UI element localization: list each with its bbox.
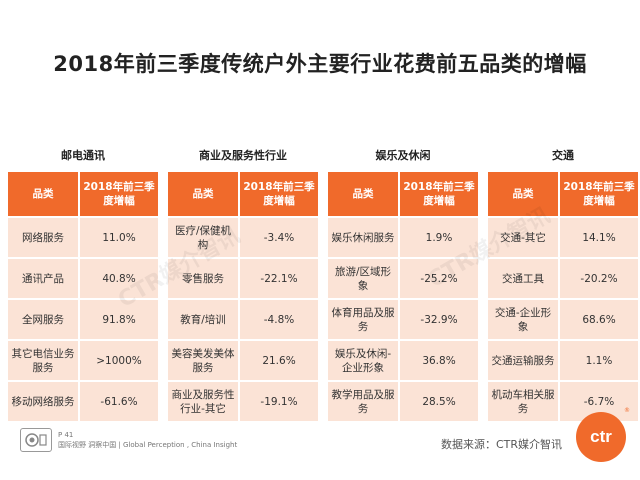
- category-cell: 商业及服务性行业-其它: [168, 382, 240, 421]
- growth-cell: 21.6%: [240, 341, 318, 380]
- category-group: 邮电通讯品类 2018年前三季度增幅 网络服务 11.0% 通讯产品 40.8% 全网服务 9…: [8, 148, 158, 423]
- growth-cell: -25.2%: [400, 259, 478, 298]
- table-row: 教学用品及服务 28.5%: [328, 382, 478, 421]
- group-title: 邮电通讯: [61, 149, 105, 162]
- table-row: 商业及服务性行业-其它 -19.1%: [168, 382, 318, 421]
- group-title: 交通: [552, 149, 574, 162]
- growth-cell: -19.1%: [240, 382, 318, 421]
- table-row: 其它电信业务服务 >1000%: [8, 341, 158, 380]
- table-row: 娱乐及休闲-企业形象 36.8%: [328, 341, 478, 380]
- table-row: 美容美发美体服务 21.6%: [168, 341, 318, 380]
- growth-cell: 28.5%: [400, 382, 478, 421]
- growth-cell: 11.0%: [80, 218, 158, 257]
- category-cell: 交通运输服务: [488, 341, 560, 380]
- table-header-row: 品类 2018年前三季度增幅: [168, 172, 318, 216]
- growth-cell: 36.8%: [400, 341, 478, 380]
- growth-cell: -32.9%: [400, 300, 478, 339]
- category-table: 品类 2018年前三季度增幅 医疗/保健机构 -3.4% 零售服务 -22.1% 教育/培训…: [168, 170, 318, 423]
- table-row: 交通-企业形象 68.6%: [488, 300, 638, 339]
- category-cell: 美容美发美体服务: [168, 341, 240, 380]
- header-growth: 2018年前三季度增幅: [80, 172, 158, 216]
- table-header-row: 品类 2018年前三季度增幅: [8, 172, 158, 216]
- table-row: 通讯产品 40.8%: [8, 259, 158, 298]
- header-category: 品类: [488, 172, 560, 216]
- category-cell: 体育用品及服务: [328, 300, 400, 339]
- table-row: 全网服务 91.8%: [8, 300, 158, 339]
- table-row: 体育用品及服务 -32.9%: [328, 300, 478, 339]
- growth-cell: -4.8%: [240, 300, 318, 339]
- growth-cell: 40.8%: [80, 259, 158, 298]
- table-row: 机动车相关服务 -6.7%: [488, 382, 638, 421]
- page-title: 2018年前三季度传统户外主要行业花费前五品类的增幅: [53, 52, 587, 76]
- header-category: 品类: [8, 172, 80, 216]
- table-row: 娱乐休闲服务 1.9%: [328, 218, 478, 257]
- header-growth: 2018年前三季度增幅: [560, 172, 638, 216]
- growth-cell: 1.1%: [560, 341, 638, 380]
- table-header-row: 品类 2018年前三季度增幅: [328, 172, 478, 216]
- table-row: 医疗/保健机构 -3.4%: [168, 218, 318, 257]
- category-cell: 通讯产品: [8, 259, 80, 298]
- category-cell: 全网服务: [8, 300, 80, 339]
- header-growth: 2018年前三季度增幅: [400, 172, 478, 216]
- certification-logo: [20, 428, 52, 452]
- category-cell: 网络服务: [8, 218, 80, 257]
- growth-cell: 68.6%: [560, 300, 638, 339]
- page-number: P 41: [58, 431, 74, 439]
- table-row: 教育/培训 -4.8%: [168, 300, 318, 339]
- category-cell: 娱乐休闲服务: [328, 218, 400, 257]
- footer-tagline: 国际视野 洞察中国 | Global Perception , China In…: [58, 441, 238, 449]
- group-title: 娱乐及休闲: [375, 149, 431, 162]
- table-row: 交通运输服务 1.1%: [488, 341, 638, 380]
- growth-cell: -61.6%: [80, 382, 158, 421]
- ctr-logo: ctr: [576, 412, 626, 462]
- category-table: 品类 2018年前三季度增幅 网络服务 11.0% 通讯产品 40.8% 全网服务 91.8%…: [8, 170, 158, 423]
- table-row: 旅游/区域形象 -25.2%: [328, 259, 478, 298]
- table-row: 网络服务 11.0%: [8, 218, 158, 257]
- category-cell: 移动网络服务: [8, 382, 80, 421]
- growth-cell: 14.1%: [560, 218, 638, 257]
- table-row: 零售服务 -22.1%: [168, 259, 318, 298]
- growth-cell: -22.1%: [240, 259, 318, 298]
- footer-text: P 41 国际视野 洞察中国 | Global Perception , Chi…: [58, 430, 237, 450]
- header-category: 品类: [328, 172, 400, 216]
- data-source: 数据来源：CTR媒介智讯: [440, 438, 562, 451]
- category-table: 品类 2018年前三季度增幅 娱乐休闲服务 1.9% 旅游/区域形象 -25.2% 体育用品…: [328, 170, 478, 423]
- growth-cell: >1000%: [80, 341, 158, 380]
- table-row: 交通-其它 14.1%: [488, 218, 638, 257]
- table-row: 移动网络服务 -61.6%: [8, 382, 158, 421]
- category-cell: 其它电信业务服务: [8, 341, 80, 380]
- category-cell: 教育/培训: [168, 300, 240, 339]
- table-row: 交通工具 -20.2%: [488, 259, 638, 298]
- registered-mark: ®: [624, 407, 630, 414]
- category-cell: 医疗/保健机构: [168, 218, 240, 257]
- category-cell: 交通-其它: [488, 218, 560, 257]
- category-cell: 机动车相关服务: [488, 382, 560, 421]
- growth-cell: -3.4%: [240, 218, 318, 257]
- category-table: 品类 2018年前三季度增幅 交通-其它 14.1% 交通工具 -20.2% 交通-企业形象…: [488, 170, 638, 423]
- category-cell: 教学用品及服务: [328, 382, 400, 421]
- certification-icon: [25, 433, 47, 447]
- category-group: 商业及服务性行业品类 2018年前三季度增幅 医疗/保健机构 -3.4% 零售服务 -22…: [168, 148, 318, 423]
- growth-cell: -20.2%: [560, 259, 638, 298]
- header-category: 品类: [168, 172, 240, 216]
- category-cell: 旅游/区域形象: [328, 259, 400, 298]
- category-group: 娱乐及休闲品类 2018年前三季度增幅 娱乐休闲服务 1.9% 旅游/区域形象 -25.2…: [328, 148, 478, 423]
- table-header-row: 品类 2018年前三季度增幅: [488, 172, 638, 216]
- footer-left: P 41 国际视野 洞察中国 | Global Perception , Chi…: [20, 428, 237, 452]
- category-group: 交通品类 2018年前三季度增幅 交通-其它 14.1% 交通工具 -20.2% 交通-企业…: [488, 148, 638, 423]
- growth-cell: 91.8%: [80, 300, 158, 339]
- category-cell: 娱乐及休闲-企业形象: [328, 341, 400, 380]
- growth-cell: 1.9%: [400, 218, 478, 257]
- group-title: 商业及服务性行业: [199, 149, 287, 162]
- category-cell: 交通-企业形象: [488, 300, 560, 339]
- header-growth: 2018年前三季度增幅: [240, 172, 318, 216]
- category-cell: 交通工具: [488, 259, 560, 298]
- category-cell: 零售服务: [168, 259, 240, 298]
